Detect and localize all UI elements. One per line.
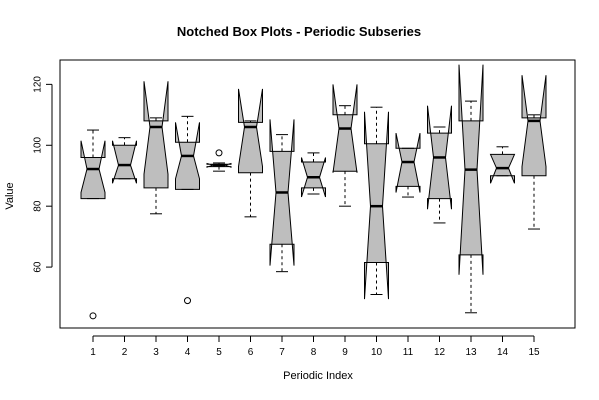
plot-frame [59, 59, 576, 329]
x-axis-label: Periodic Index [283, 370, 353, 382]
x-tick-label: 15 [528, 347, 540, 358]
y-axis: 60 80 100 120 [33, 76, 53, 273]
box-11 [395, 132, 421, 198]
y-tick-label: 60 [33, 261, 44, 273]
box-3 [143, 81, 169, 215]
x-axis: 1 2 3 4 5 6 7 8 9 10 11 12 13 14 15 [90, 335, 540, 358]
x-tick-label: 10 [371, 347, 383, 358]
outlier-point [215, 149, 223, 157]
x-tick-label: 9 [342, 347, 348, 358]
boxes-group [80, 64, 547, 320]
box-6 [238, 88, 263, 218]
box-1 [80, 129, 106, 320]
x-tick-label: 12 [434, 347, 446, 358]
y-tick-label: 100 [33, 136, 44, 153]
box-4 [175, 115, 200, 305]
y-axis-label: Value [4, 182, 16, 209]
x-tick-label: 6 [248, 347, 254, 358]
x-tick-label: 8 [311, 347, 317, 358]
x-tick-label: 4 [185, 347, 191, 358]
y-tick-label: 120 [33, 76, 44, 93]
outlier-point [89, 312, 97, 320]
box-13 [458, 64, 484, 314]
x-tick-label: 3 [153, 347, 159, 358]
chart-title: Notched Box Plots - Periodic Subseries [177, 24, 421, 39]
box-9 [332, 84, 358, 207]
box-body [238, 88, 263, 174]
x-tick-label: 5 [216, 347, 222, 358]
x-tick-label: 2 [122, 347, 128, 358]
x-tick-label: 13 [465, 347, 477, 358]
box-body [112, 140, 137, 184]
box-body [521, 75, 547, 177]
box-8 [301, 152, 326, 198]
box-15 [521, 75, 547, 230]
box-12 [427, 105, 452, 224]
x-tick-label: 14 [497, 347, 509, 358]
y-tick-label: 80 [33, 200, 44, 212]
box-7 [269, 119, 295, 273]
box-body [143, 81, 169, 189]
box-10 [364, 106, 389, 300]
x-tick-label: 7 [279, 347, 285, 358]
box-2 [112, 137, 137, 184]
x-tick-label: 1 [90, 347, 96, 358]
box-5 [206, 149, 232, 172]
outlier-point [184, 297, 191, 305]
box-14 [489, 146, 516, 184]
x-tick-label: 11 [403, 347, 414, 358]
